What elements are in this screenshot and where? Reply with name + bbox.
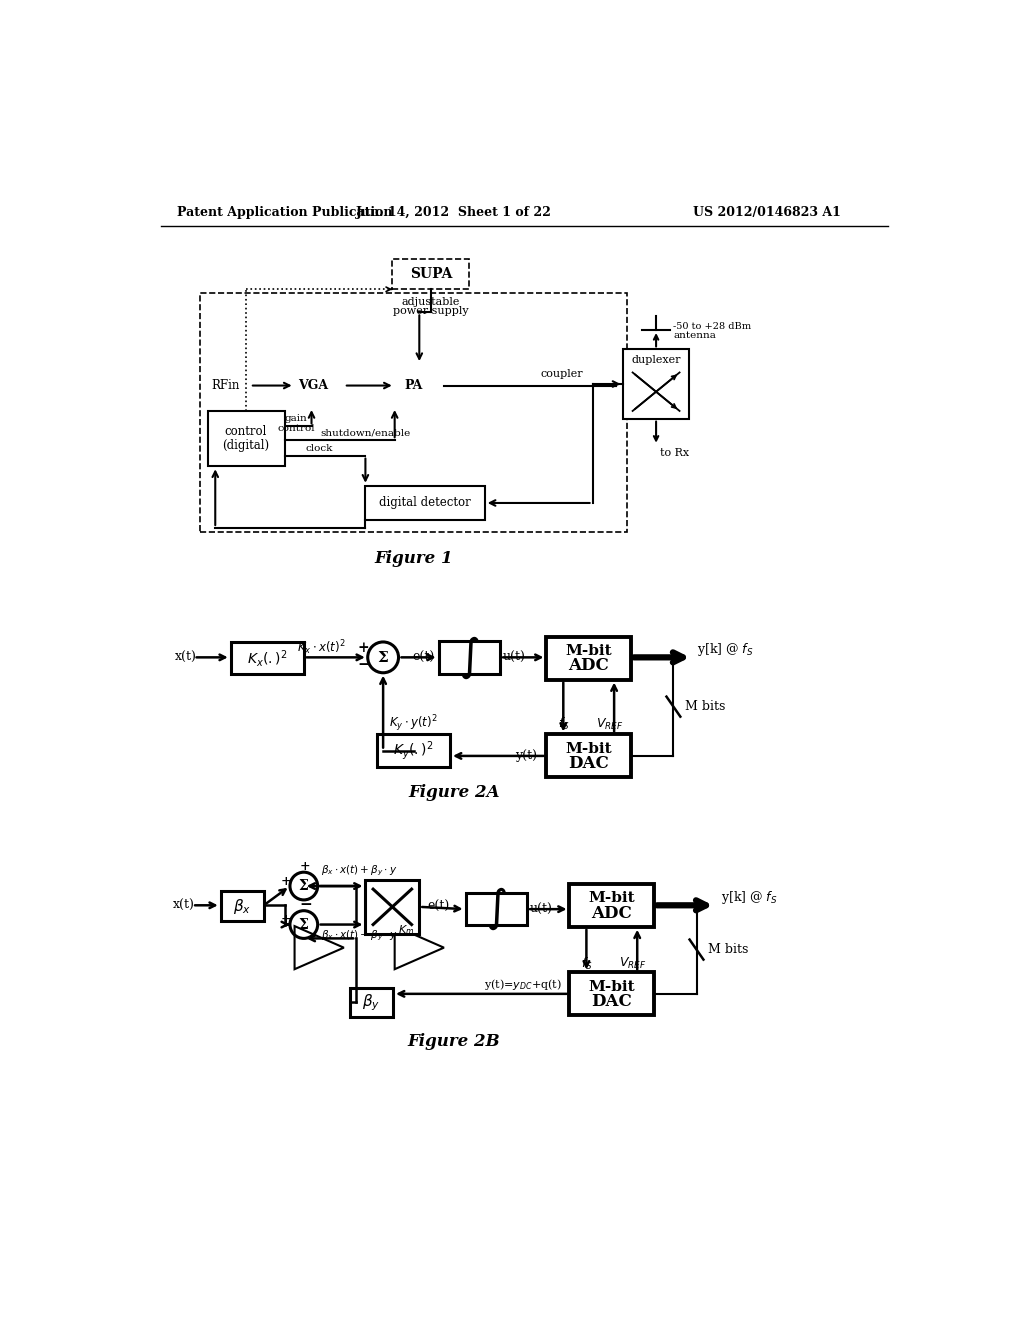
Text: +: + [357,642,369,655]
FancyBboxPatch shape [569,973,654,1015]
Text: $\beta_y$: $\beta_y$ [362,993,381,1012]
Text: ADC: ADC [592,904,632,921]
Text: power supply: power supply [393,306,469,315]
Text: SUPA: SUPA [410,267,452,281]
Text: control: control [278,424,315,433]
Text: DAC: DAC [592,993,632,1010]
Text: M-bit: M-bit [565,742,612,756]
Text: -50 to +28 dBm: -50 to +28 dBm [673,322,752,331]
Text: DAC: DAC [568,755,609,772]
Text: $K_m$: $K_m$ [398,923,415,937]
Text: u(t): u(t) [503,651,525,664]
Text: digital detector: digital detector [379,496,471,510]
Text: +: + [281,875,292,888]
Text: $\int$: $\int$ [459,635,480,681]
Text: Patent Application Publication: Patent Application Publication [177,206,392,219]
FancyBboxPatch shape [569,884,654,927]
Text: +: + [281,913,292,927]
Text: VGA: VGA [298,379,328,392]
Text: $\beta_x \cdot x(t) - \beta_y \cdot y$: $\beta_x \cdot x(t) - \beta_y \cdot y$ [321,928,397,942]
Text: ADC: ADC [568,657,609,675]
Text: Σ: Σ [378,651,388,665]
Text: M-bit: M-bit [589,979,635,994]
Text: US 2012/0146823 A1: US 2012/0146823 A1 [692,206,841,219]
Text: $f_S$: $f_S$ [558,717,569,733]
Text: Figure 2A: Figure 2A [409,784,500,801]
Text: y(t)=$y_{DC}$+q(t): y(t)=$y_{DC}$+q(t) [484,977,562,993]
Text: +: + [300,861,310,874]
FancyBboxPatch shape [208,411,285,466]
Text: duplexer: duplexer [632,355,681,366]
Text: $K_y(.)^2$: $K_y(.)^2$ [393,739,434,762]
FancyBboxPatch shape [230,642,304,675]
FancyBboxPatch shape [547,734,631,777]
Text: x(t): x(t) [175,651,197,664]
Text: −: − [357,659,371,672]
Text: gain: gain [285,414,307,424]
Text: shutdown/enable: shutdown/enable [321,428,411,437]
Text: Σ: Σ [299,879,308,894]
Text: control: control [225,425,267,438]
Text: x(t): x(t) [173,899,195,912]
FancyBboxPatch shape [624,350,689,418]
FancyBboxPatch shape [547,636,631,680]
Text: clock: clock [305,445,333,453]
Text: M-bit: M-bit [589,891,635,906]
Text: e(t): e(t) [413,651,434,664]
Text: $\int$: $\int$ [485,886,507,932]
Text: PA: PA [403,379,422,392]
Text: $\beta_x \cdot x(t) + \beta_y \cdot y$: $\beta_x \cdot x(t) + \beta_y \cdot y$ [321,863,397,878]
Text: e(t): e(t) [427,900,450,913]
Text: adjustable: adjustable [401,297,460,306]
Text: u(t): u(t) [529,903,552,916]
Text: $\beta_x$: $\beta_x$ [233,896,251,916]
Text: RFin: RFin [212,379,240,392]
Text: M-bit: M-bit [565,644,612,659]
FancyBboxPatch shape [366,880,419,933]
Text: M bits: M bits [708,942,749,956]
FancyBboxPatch shape [350,987,393,1016]
Text: $K_x \cdot x(t)^2$: $K_x \cdot x(t)^2$ [297,638,346,657]
Text: y[k] @ $f_S$: y[k] @ $f_S$ [697,642,754,659]
Text: M bits: M bits [685,700,725,713]
Text: y[k] @ $f_S$: y[k] @ $f_S$ [721,890,778,906]
Text: Figure 1: Figure 1 [374,550,453,568]
FancyBboxPatch shape [366,486,484,520]
Text: $f_S$: $f_S$ [581,956,593,972]
Text: Figure 2B: Figure 2B [408,1034,501,1051]
FancyBboxPatch shape [438,642,500,675]
FancyBboxPatch shape [377,734,451,767]
Text: Jun. 14, 2012  Sheet 1 of 22: Jun. 14, 2012 Sheet 1 of 22 [356,206,552,219]
FancyBboxPatch shape [220,891,264,921]
FancyBboxPatch shape [466,892,527,925]
FancyBboxPatch shape [200,293,628,532]
Text: coupler: coupler [541,370,583,379]
Text: antenna: antenna [673,331,716,341]
Text: $V_{REF}$: $V_{REF}$ [620,956,646,972]
Text: (digital): (digital) [222,440,269,453]
Text: −: − [299,899,311,912]
Text: y(t): y(t) [515,750,538,763]
Text: $K_y \cdot y(t)^2$: $K_y \cdot y(t)^2$ [389,713,438,734]
FancyBboxPatch shape [392,259,469,289]
Text: to Rx: to Rx [659,449,689,458]
Text: Σ: Σ [299,917,308,932]
Text: $V_{REF}$: $V_{REF}$ [596,717,624,731]
Text: $K_x(.)^2$: $K_x(.)^2$ [247,648,288,669]
